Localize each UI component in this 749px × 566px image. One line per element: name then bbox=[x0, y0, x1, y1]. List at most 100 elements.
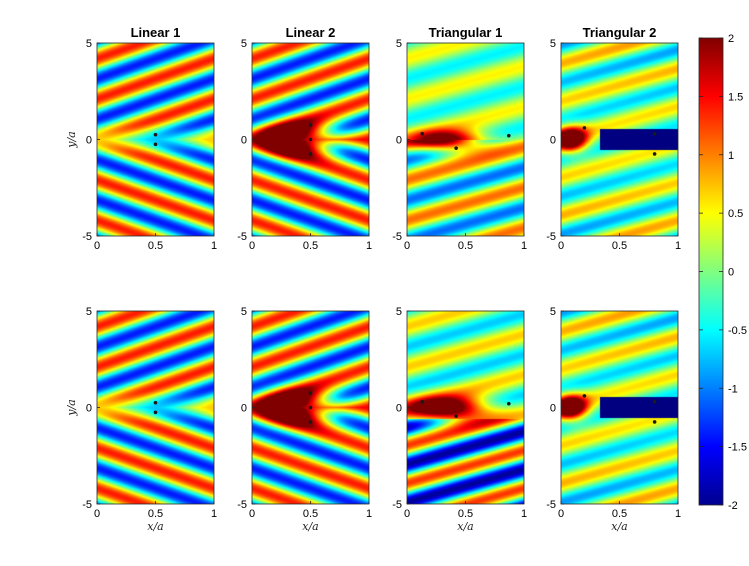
y-tick-label: -5 bbox=[392, 499, 402, 511]
y-tick-label: 0 bbox=[86, 135, 92, 147]
x-tick-label: 1 bbox=[366, 508, 372, 520]
marker-point bbox=[506, 401, 511, 406]
y-tick-label: -5 bbox=[546, 499, 556, 511]
x-tick-label: 1 bbox=[675, 240, 681, 252]
panel-title: Triangular 1 bbox=[429, 25, 503, 40]
y-tick-label: -5 bbox=[82, 231, 92, 243]
x-tick-label: 0 bbox=[94, 240, 100, 252]
y-tick-label: 0 bbox=[396, 135, 402, 147]
y-tick-label: 5 bbox=[241, 38, 247, 50]
colorbar-tick-label: 1 bbox=[728, 150, 734, 162]
x-tick-label: 0.5 bbox=[303, 240, 318, 252]
heatmap-image bbox=[407, 43, 524, 236]
y-tick-label: 5 bbox=[86, 38, 92, 50]
marker-point bbox=[652, 131, 657, 136]
marker-point bbox=[652, 420, 657, 424]
marker-point bbox=[308, 405, 313, 410]
marker-point bbox=[582, 394, 587, 398]
x-tick-label: 1 bbox=[211, 508, 217, 520]
x-axis-label: x/a bbox=[611, 520, 627, 533]
x-tick-label: 1 bbox=[211, 240, 217, 252]
marker-point bbox=[308, 420, 313, 424]
panel-title: Linear 2 bbox=[286, 25, 336, 40]
x-tick-label: 0.5 bbox=[148, 240, 163, 252]
x-tick-label: 0.5 bbox=[458, 508, 473, 520]
x-tick-label: 0.5 bbox=[303, 508, 318, 520]
x-axis-label: x/a bbox=[457, 520, 473, 533]
y-tick-label: 5 bbox=[241, 306, 247, 318]
y-tick-label: 5 bbox=[550, 306, 556, 318]
y-tick-label: -5 bbox=[237, 231, 247, 243]
x-axis-label: x/a bbox=[147, 520, 163, 533]
colorbar: 2 1.5 1 0.5 0 -0.5 -1 -1.5 -2 bbox=[698, 33, 747, 512]
colorbar-tick-label: -1.5 bbox=[728, 442, 747, 454]
colorbar-tick-label: -2 bbox=[728, 500, 738, 512]
y-tick-label: -5 bbox=[237, 499, 247, 511]
y-tick-label: 0 bbox=[86, 403, 92, 415]
y-tick-label: -5 bbox=[546, 231, 556, 243]
marker-point bbox=[308, 123, 313, 127]
y-tick-label: 0 bbox=[396, 403, 402, 415]
marker-point bbox=[454, 146, 458, 150]
marker-point bbox=[652, 399, 657, 404]
marker-point bbox=[308, 152, 313, 156]
heatmap-image bbox=[561, 311, 678, 504]
marker-point bbox=[420, 399, 425, 404]
y-axis-label: y/a bbox=[65, 399, 78, 416]
marker-point bbox=[652, 152, 657, 156]
x-tick-label: 0 bbox=[249, 508, 255, 520]
x-tick-label: 0.5 bbox=[148, 508, 163, 520]
colorbar-tick-label: 1.5 bbox=[728, 91, 743, 103]
panel-title: Triangular 2 bbox=[583, 25, 657, 40]
heatmap-image bbox=[97, 43, 214, 236]
marker-point bbox=[153, 142, 158, 147]
x-tick-label: 0 bbox=[249, 240, 255, 252]
marker-point bbox=[582, 126, 587, 130]
y-tick-label: 0 bbox=[550, 135, 556, 147]
heatmap-image bbox=[561, 43, 678, 236]
heatmap-image bbox=[97, 311, 214, 504]
x-tick-label: 0 bbox=[94, 508, 100, 520]
y-tick-label: 0 bbox=[241, 403, 247, 415]
x-tick-label: 1 bbox=[675, 508, 681, 520]
colorbar-tick-label: 2 bbox=[728, 33, 734, 45]
x-tick-label: 0 bbox=[558, 240, 564, 252]
x-tick-label: 0.5 bbox=[458, 240, 473, 252]
y-tick-label: -5 bbox=[82, 499, 92, 511]
x-axis-label: x/a bbox=[302, 520, 318, 533]
x-tick-label: 0.5 bbox=[612, 508, 627, 520]
y-tick-label: 5 bbox=[396, 38, 402, 50]
y-tick-label: 5 bbox=[550, 38, 556, 50]
x-tick-label: 1 bbox=[521, 508, 527, 520]
colorbar-tick-label: 0 bbox=[728, 267, 734, 279]
marker-point bbox=[153, 410, 158, 415]
x-tick-label: 1 bbox=[521, 240, 527, 252]
colorbar-tick-label: -0.5 bbox=[728, 325, 747, 337]
x-tick-label: 0 bbox=[404, 240, 410, 252]
x-tick-label: 1 bbox=[366, 240, 372, 252]
panel-title: Linear 1 bbox=[131, 25, 181, 40]
marker-point bbox=[308, 391, 313, 395]
colorbar-tick-label: -1 bbox=[728, 383, 738, 395]
marker-point bbox=[454, 414, 458, 418]
marker-point bbox=[506, 133, 511, 138]
x-tick-label: 0 bbox=[558, 508, 564, 520]
y-tick-label: 0 bbox=[550, 403, 556, 415]
y-axis-label: y/a bbox=[65, 131, 78, 148]
colorbar-tick-label: 0.5 bbox=[728, 208, 743, 220]
y-tick-label: -5 bbox=[392, 231, 402, 243]
y-tick-label: 5 bbox=[396, 306, 402, 318]
x-tick-label: 0 bbox=[404, 508, 410, 520]
heatmap-image bbox=[407, 311, 524, 504]
x-tick-label: 0.5 bbox=[612, 240, 627, 252]
marker-point bbox=[420, 131, 425, 136]
y-tick-label: 0 bbox=[241, 135, 247, 147]
marker-point bbox=[308, 137, 313, 142]
